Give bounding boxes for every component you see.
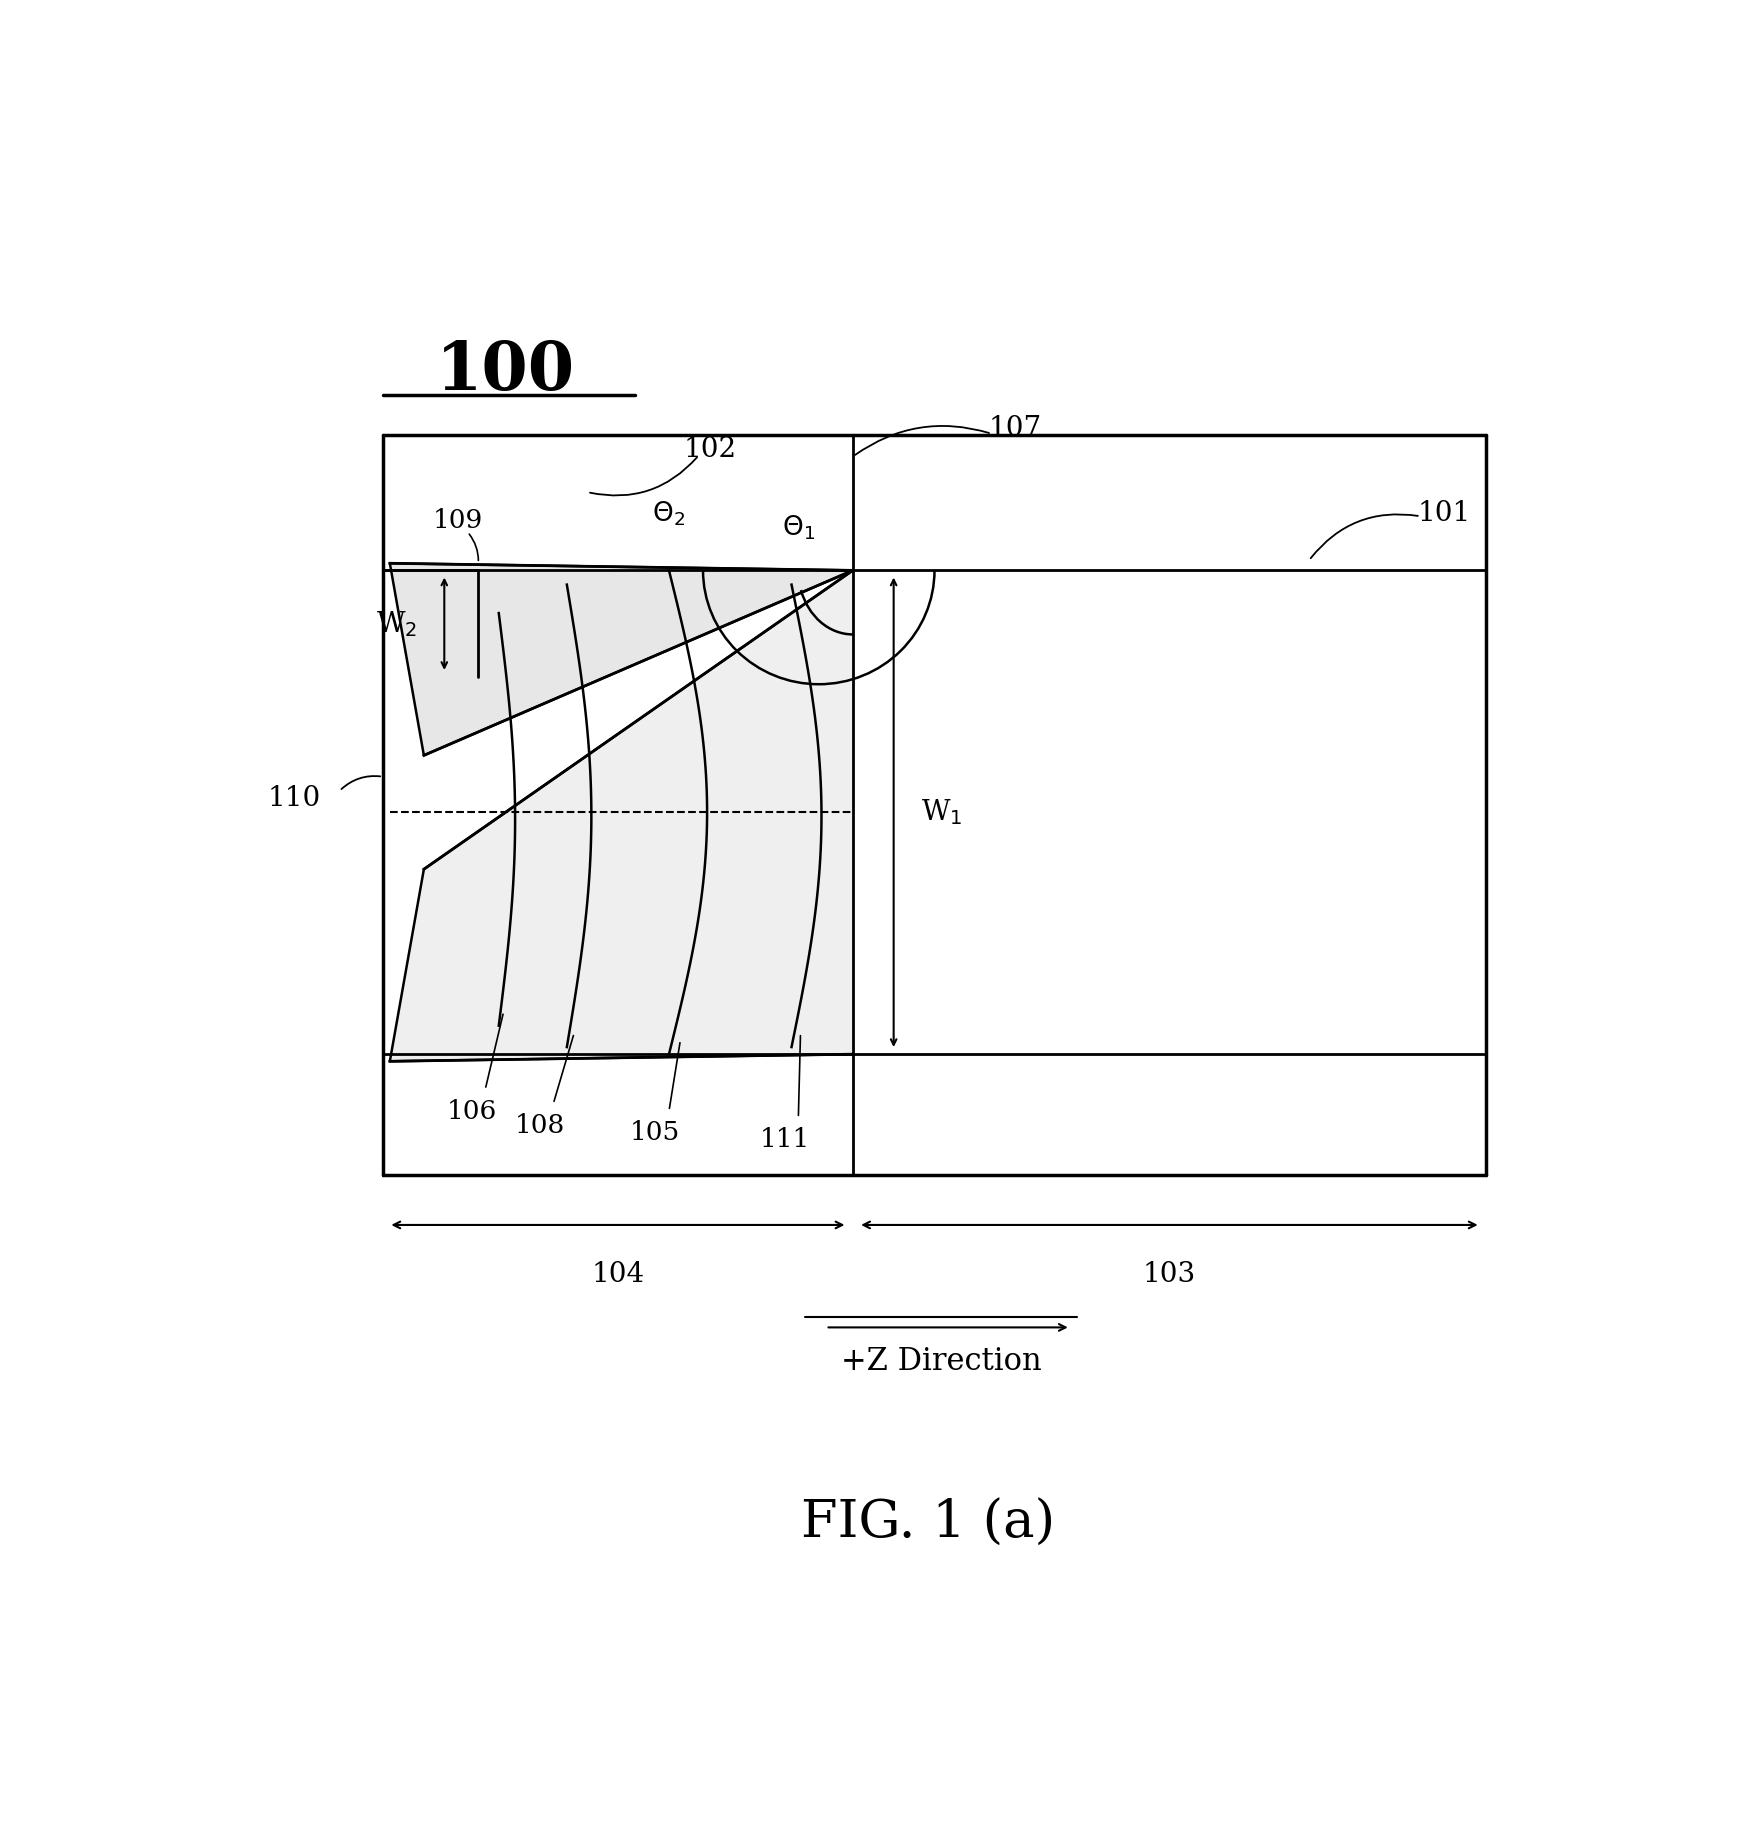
Text: W$_2$: W$_2$ — [376, 608, 416, 639]
Text: 100: 100 — [436, 338, 575, 403]
Text: 104: 104 — [592, 1260, 645, 1288]
Text: 103: 103 — [1142, 1260, 1197, 1288]
Text: 109: 109 — [432, 508, 483, 532]
Text: 108: 108 — [515, 1112, 564, 1138]
Text: +Z Direction: +Z Direction — [842, 1345, 1042, 1377]
Text: 106: 106 — [446, 1098, 497, 1124]
Text: 102: 102 — [683, 436, 736, 464]
Text: W$_1$: W$_1$ — [921, 796, 963, 828]
Text: 107: 107 — [989, 414, 1042, 442]
Polygon shape — [390, 564, 852, 756]
Polygon shape — [390, 571, 852, 1061]
Text: FIG. 1 (a): FIG. 1 (a) — [801, 1499, 1054, 1549]
Text: 110: 110 — [267, 785, 322, 811]
Text: $\Theta_2$: $\Theta_2$ — [652, 499, 685, 529]
Text: $\Theta_1$: $\Theta_1$ — [782, 514, 815, 541]
Text: 101: 101 — [1418, 501, 1471, 527]
Text: 105: 105 — [631, 1120, 680, 1146]
Text: 111: 111 — [759, 1127, 810, 1151]
